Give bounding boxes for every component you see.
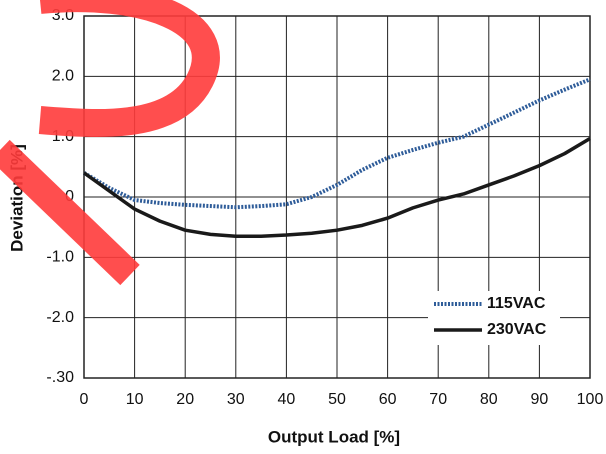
series-line xyxy=(82,77,591,210)
x-tick-label: 40 xyxy=(278,391,296,408)
y-tick-label: -2.0 xyxy=(46,309,74,326)
x-tick-label: 90 xyxy=(531,391,549,408)
y-tick-label: -1.0 xyxy=(46,249,74,266)
x-tick-label: 50 xyxy=(328,391,346,408)
x-tick-label: 30 xyxy=(227,391,245,408)
y-tick-label: 0 xyxy=(65,188,74,205)
x-tick-label: 70 xyxy=(429,391,447,408)
watermark xyxy=(0,0,220,286)
legend: 115VAC 230VAC xyxy=(428,291,560,345)
x-axis-title: Output Load [%] xyxy=(268,427,400,446)
x-tick-label: 80 xyxy=(480,391,498,408)
plot-frame xyxy=(83,15,591,379)
x-tick-label: 100 xyxy=(577,391,604,408)
y-tick-label: 2.0 xyxy=(52,68,74,85)
y-tick-label: -.30 xyxy=(46,369,74,386)
series-line xyxy=(82,136,591,238)
x-tick-label: 0 xyxy=(80,391,89,408)
x-tick-label: 60 xyxy=(379,391,397,408)
x-tick-label: 10 xyxy=(126,391,144,408)
legend-box xyxy=(428,291,560,345)
x-tick-label: 20 xyxy=(176,391,194,408)
legend-label: 230VAC xyxy=(487,321,547,338)
legend-label: 115VAC xyxy=(487,295,546,312)
